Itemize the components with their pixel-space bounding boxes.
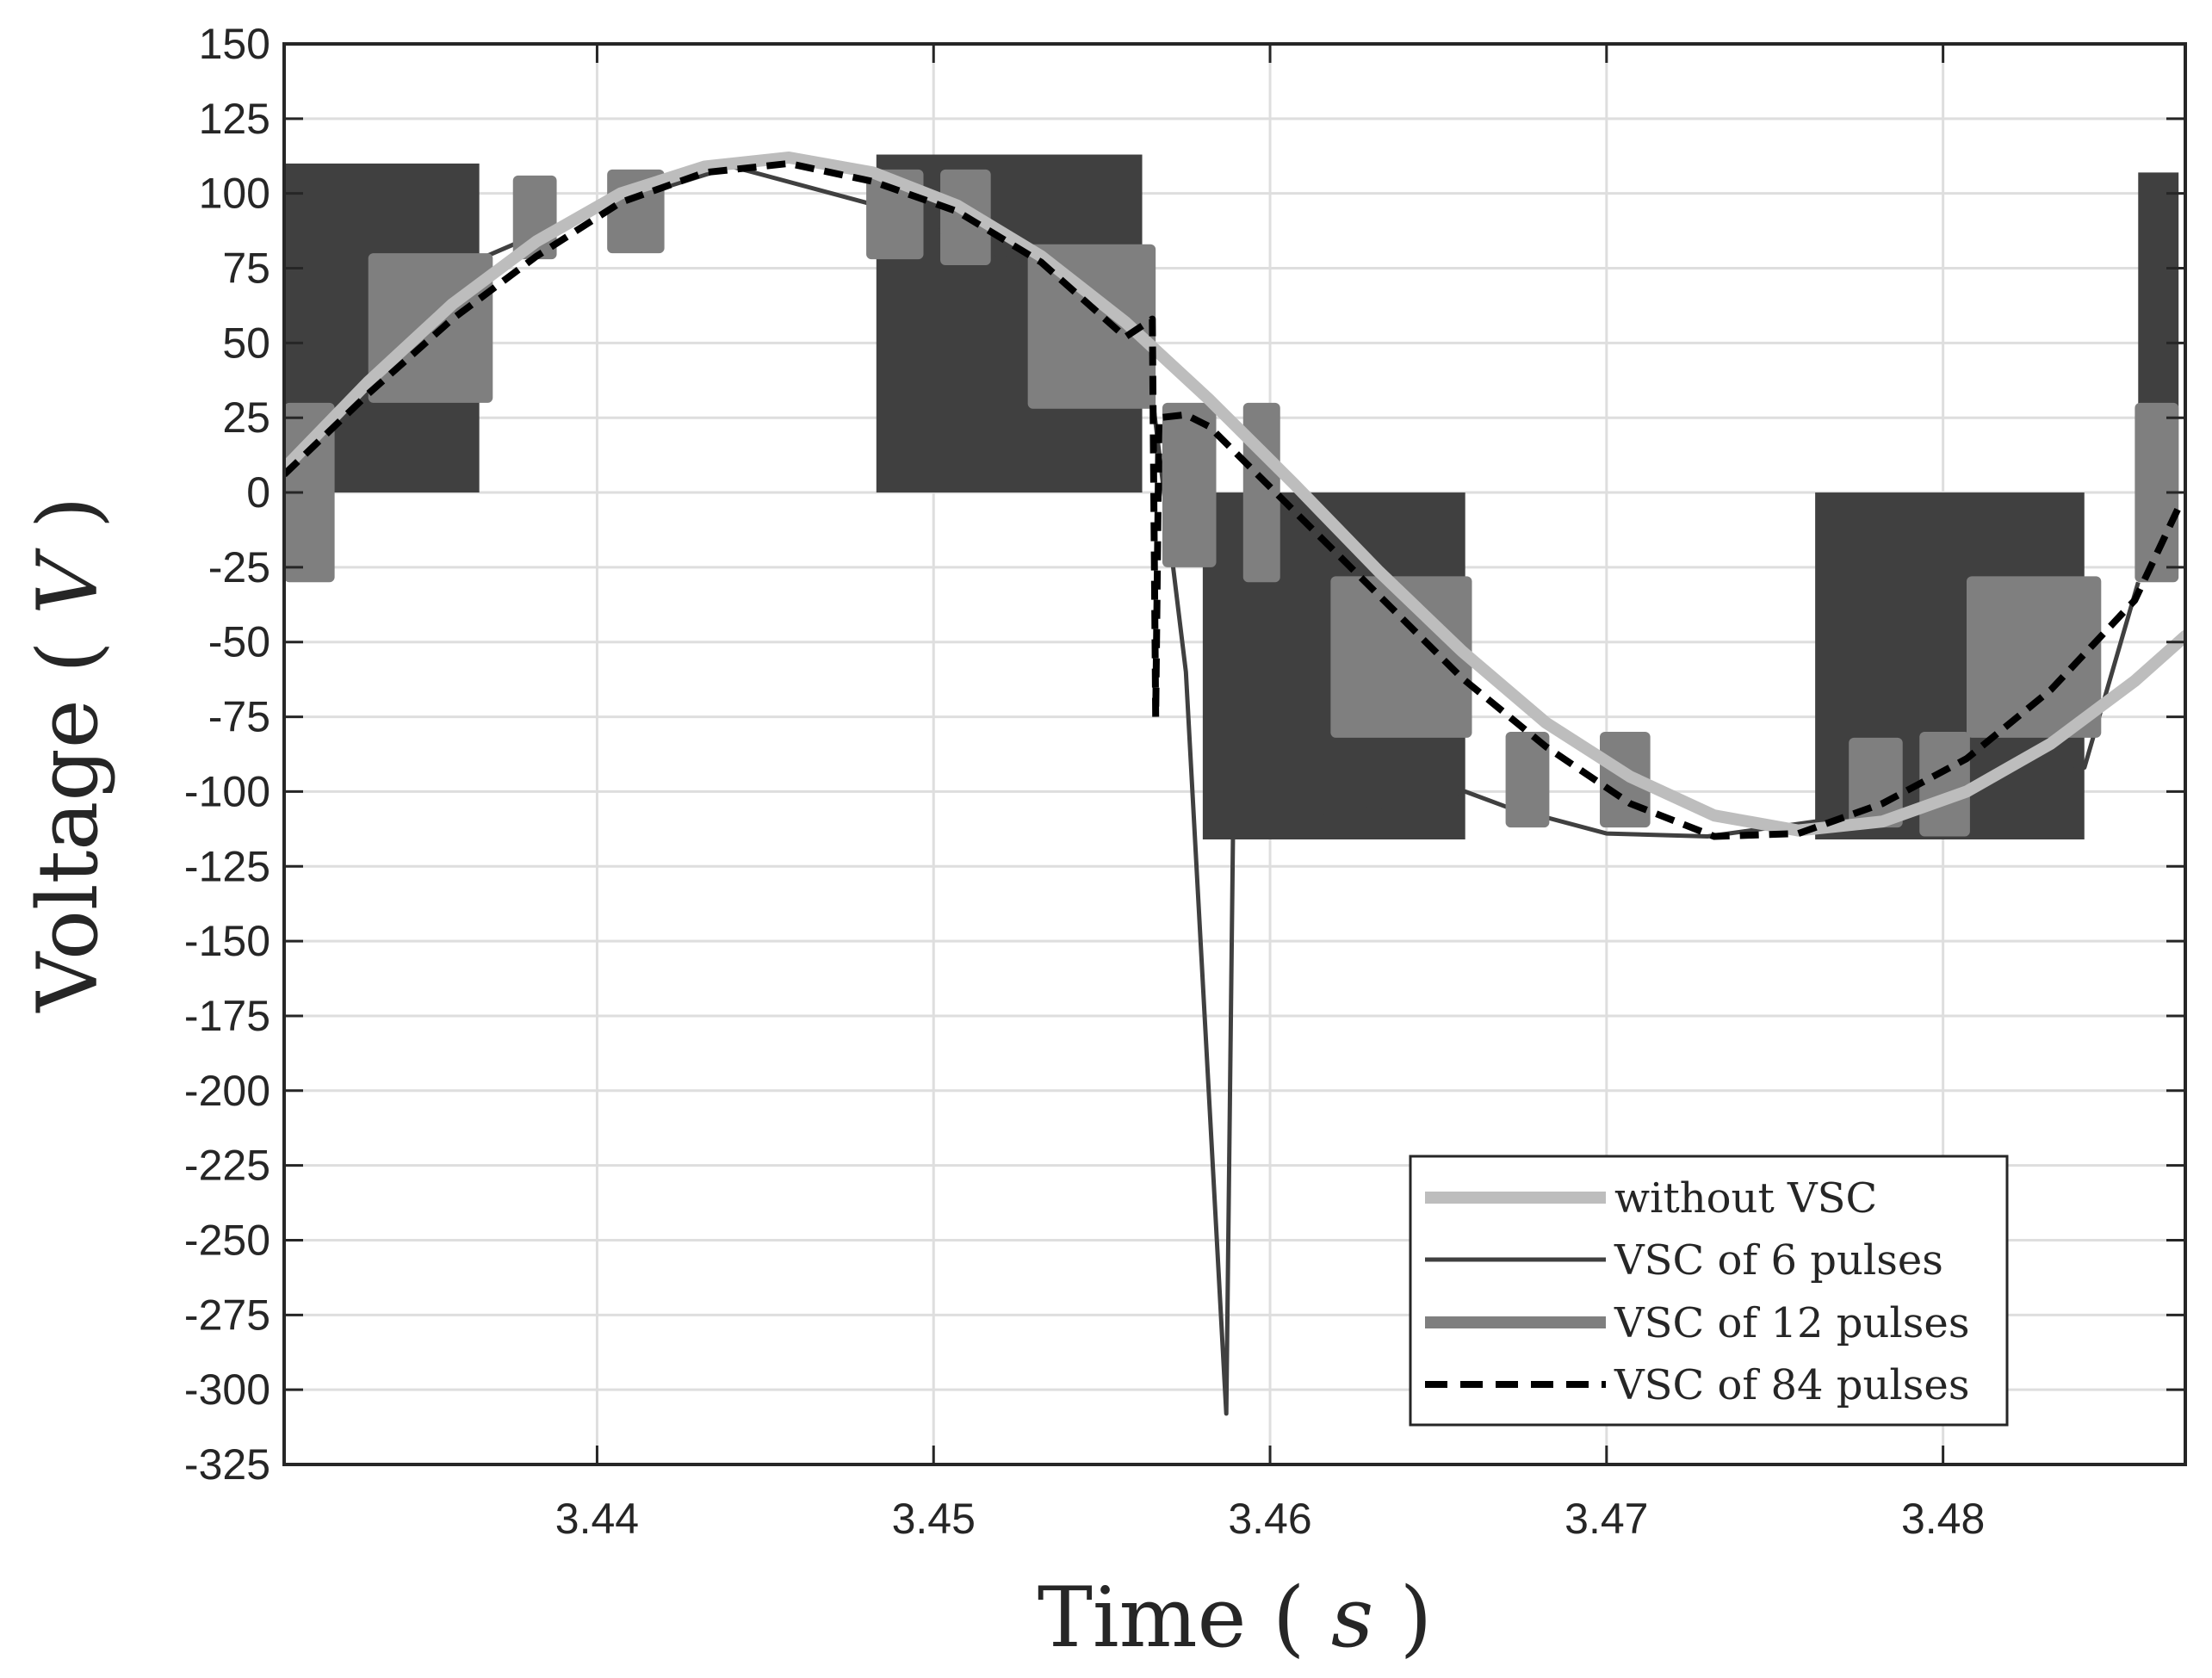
series-12-pulses-switching-band bbox=[1966, 576, 2102, 738]
y-tick-label: -25 bbox=[208, 543, 270, 591]
plot-frame bbox=[282, 42, 2187, 1466]
series-without-vsc-line bbox=[284, 152, 2185, 837]
series-12-pulses-switching-band bbox=[1242, 402, 1280, 583]
y-axis-title: Voltage ( V ) bbox=[20, 497, 116, 1013]
series-12-pulses-switching-band bbox=[1162, 402, 1217, 567]
y-axis-title-unit: V bbox=[20, 548, 116, 615]
y-tick-label: 150 bbox=[199, 20, 270, 68]
legend-label-without-vsc: without VSC bbox=[1614, 1174, 1877, 1223]
y-tick-label: 50 bbox=[222, 319, 270, 367]
y-tick-label: -150 bbox=[184, 917, 270, 965]
y-tick-label: 75 bbox=[222, 245, 270, 293]
x-tick-label: 3.47 bbox=[1565, 1495, 1648, 1543]
y-tick-label: -325 bbox=[184, 1440, 270, 1489]
series-84-pulses-line bbox=[284, 159, 2182, 840]
series-12-pulses-switching-band bbox=[1505, 731, 1550, 828]
x-axis-title: Time ( s ) bbox=[1038, 1570, 1432, 1666]
legend-label-84-pulses: VSC of 84 pulses bbox=[1614, 1361, 1969, 1409]
y-tick-label: -125 bbox=[184, 842, 270, 890]
legend: without VSC VSC of 6 pulses VSC of 12 pu… bbox=[1409, 1155, 2009, 1427]
series-12-pulses-switching-band bbox=[1919, 731, 1970, 837]
x-axis-title-close-paren: ) bbox=[1400, 1570, 1432, 1666]
x-axis-title-unit: s bbox=[1331, 1570, 1373, 1666]
y-tick-label: -75 bbox=[208, 693, 270, 741]
y-tick-label: -175 bbox=[184, 992, 270, 1040]
y-tick-label: -200 bbox=[184, 1067, 270, 1115]
y-tick-label: -225 bbox=[184, 1142, 270, 1190]
x-tick-label: 3.48 bbox=[1901, 1495, 1985, 1543]
x-axis-title-text: Time bbox=[1038, 1570, 1247, 1666]
y-tick-label: 25 bbox=[222, 393, 270, 442]
series-12-pulses-switching-band bbox=[1027, 244, 1156, 409]
y-tick-label: -275 bbox=[184, 1291, 270, 1339]
y-tick-label: 0 bbox=[246, 468, 270, 517]
x-tick-label: 3.44 bbox=[555, 1495, 639, 1543]
y-tick-label: -50 bbox=[208, 618, 270, 666]
y-axis-title-open-paren: ( bbox=[20, 641, 116, 672]
y-tick-label: 125 bbox=[199, 95, 270, 143]
data-layer bbox=[284, 152, 2185, 1416]
y-axis-title-text: Voltage bbox=[20, 699, 116, 1012]
series-12-pulses-switching-band bbox=[1849, 737, 1903, 828]
series-12-pulses-switching-band bbox=[1330, 576, 1472, 738]
y-axis-title-close-paren: ) bbox=[20, 497, 116, 529]
y-tick-label: 100 bbox=[199, 170, 270, 218]
y-tick-label: -300 bbox=[184, 1365, 270, 1414]
x-axis-title-open-paren: ( bbox=[1273, 1570, 1304, 1666]
legend-label-6-pulses: VSC of 6 pulses bbox=[1614, 1236, 1943, 1285]
x-tick-label: 3.46 bbox=[1228, 1495, 1311, 1543]
y-tick-label: -250 bbox=[184, 1216, 270, 1264]
legend-label-12-pulses: VSC of 12 pulses bbox=[1614, 1299, 1969, 1347]
x-tick-label: 3.45 bbox=[892, 1495, 976, 1543]
y-tick-label: -100 bbox=[184, 767, 270, 815]
ticks: 150 125 100 75 50 25 0 -25 -50 -75 -100 -125 -150 -17… bbox=[184, 20, 2185, 1543]
